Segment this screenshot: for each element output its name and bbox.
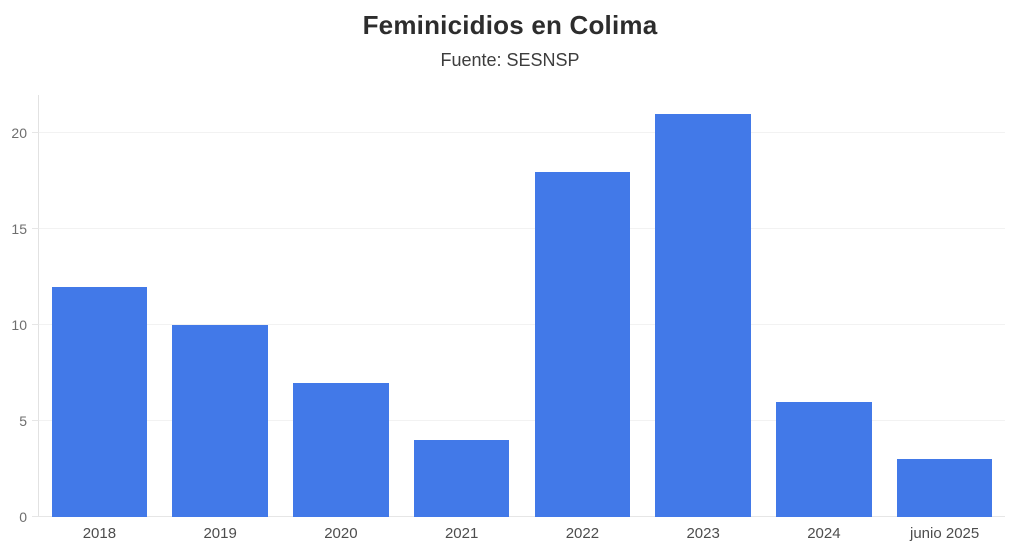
- gridline: [39, 228, 1005, 230]
- bar-2018: [51, 286, 148, 517]
- x-tick-label: 2022: [565, 525, 600, 542]
- gridline: [39, 132, 1005, 134]
- bar-slot-junio-2025: junio 2025: [884, 95, 1005, 542]
- gridline: [39, 324, 1005, 326]
- bar-slot-2024: 2024: [764, 95, 885, 542]
- y-tick-mark: [32, 228, 39, 230]
- x-tick-label: 2019: [203, 525, 237, 542]
- x-tick-label: 2023: [686, 525, 720, 542]
- bars-row: 2018 2019 2020 2021 2022 2023 2024 junio 2025: [39, 95, 1005, 542]
- y-tick-label: 5: [19, 413, 27, 430]
- x-tick-label: 2024: [807, 525, 841, 542]
- bar-slot-2022: 2022: [522, 95, 643, 542]
- bar-slot-2019: 2019: [160, 95, 281, 542]
- bar-slot-2023: 2023: [643, 95, 764, 542]
- chart-title: Feminicidios en Colima: [362, 10, 658, 40]
- bar-2020: [293, 382, 389, 517]
- bar-slot-2021: 2021: [401, 95, 522, 542]
- x-tick-label: junio 2025: [910, 525, 980, 542]
- y-tick-label: 10: [11, 317, 27, 334]
- chart-header: Feminicidios en Colima Fuente: SESNSP: [0, 0, 1020, 71]
- bar-2024: [776, 401, 872, 517]
- bar-2022: [534, 171, 631, 517]
- y-tick-mark: [32, 420, 39, 422]
- plot-area: 0 5 10 15 20 2018 2019 2020 2021 2022 2023 2024 jun…: [11, 95, 1005, 542]
- y-tick-label: 0: [19, 509, 27, 525]
- y-tick-mark: [32, 324, 39, 326]
- y-tick-mark: [32, 516, 39, 517]
- x-tick-label: 2020: [324, 525, 358, 542]
- y-tick-mark: [32, 132, 39, 134]
- x-tick-label: 2021: [444, 525, 479, 542]
- y-tick-label: 15: [11, 221, 27, 238]
- y-tick-label: 20: [11, 125, 27, 142]
- gridline: [39, 516, 1005, 517]
- bar-2023: [655, 114, 751, 517]
- bar-2021: [413, 440, 510, 517]
- chart-subtitle: Fuente: SESNSP: [440, 49, 580, 70]
- gridline: [39, 420, 1005, 422]
- bar-slot-2018: 2018: [39, 95, 160, 542]
- bar-junio-2025: [896, 459, 993, 517]
- bar-slot-2020: 2020: [281, 95, 402, 542]
- x-tick-label: 2018: [82, 525, 117, 542]
- bar-2019: [172, 325, 268, 517]
